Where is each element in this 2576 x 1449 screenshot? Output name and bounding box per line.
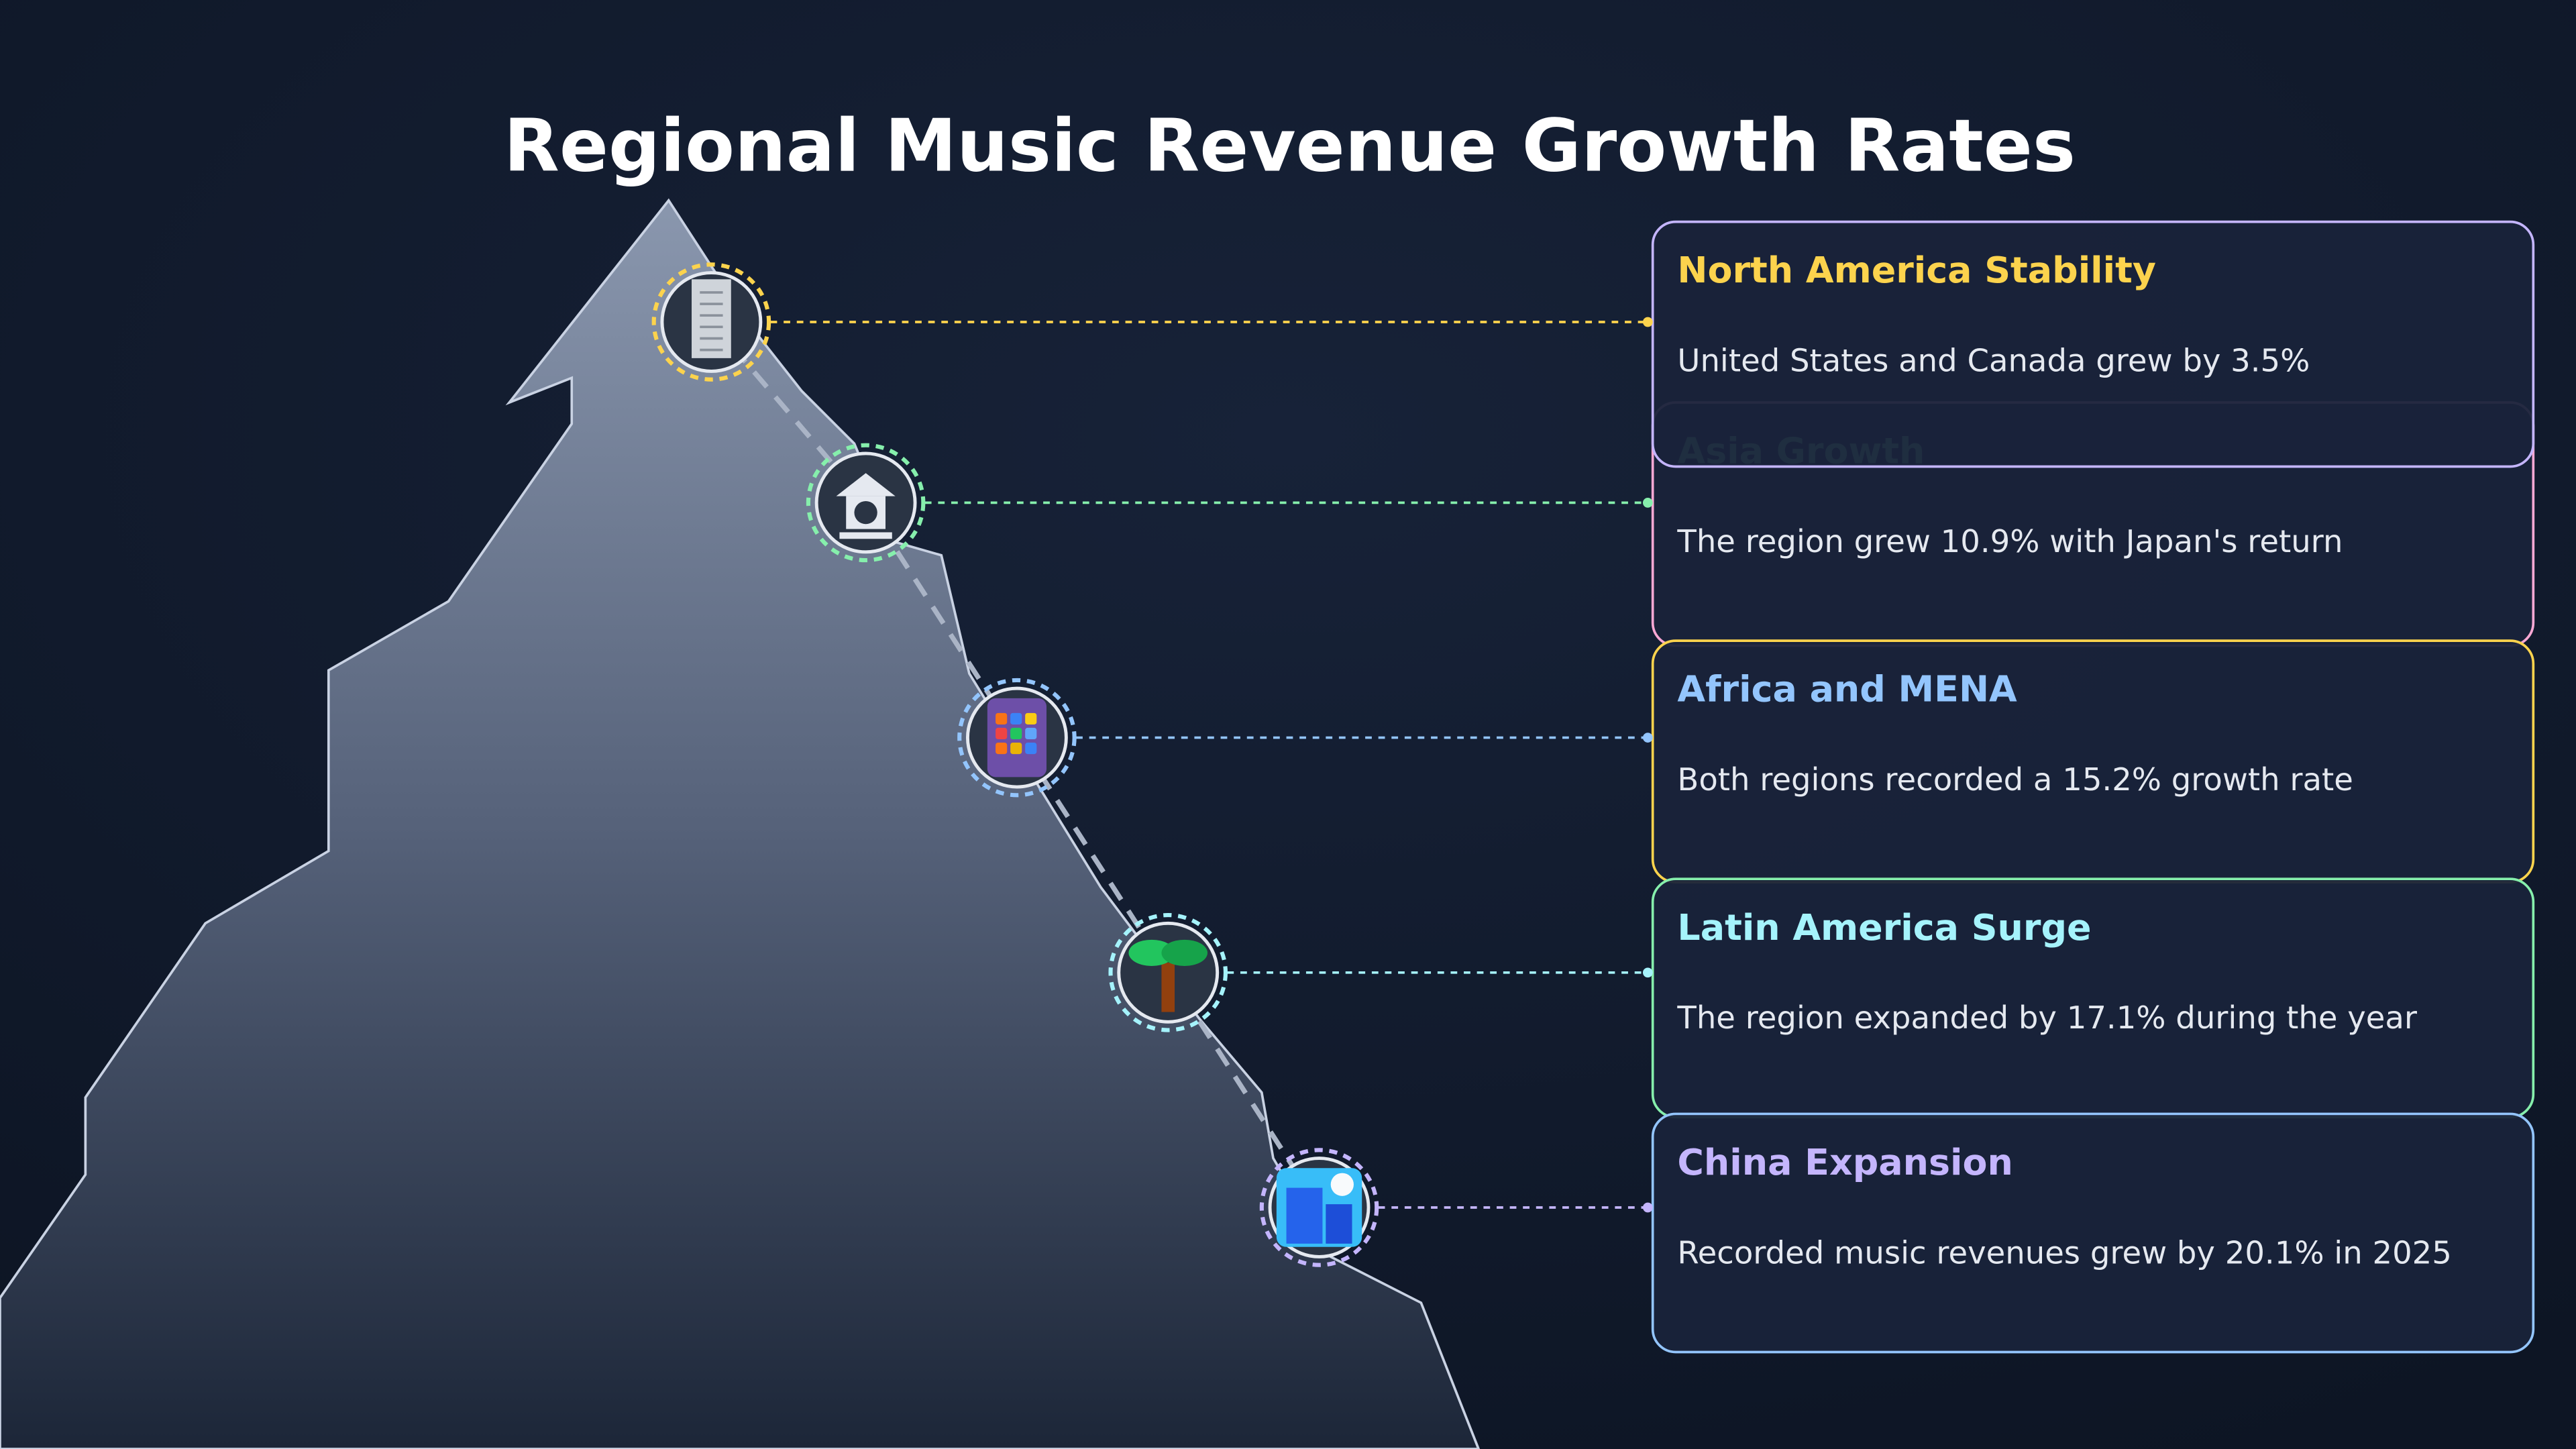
icon-app bbox=[996, 727, 1008, 740]
card-description: The region expanded by 17.1% during the … bbox=[1676, 1000, 2418, 1036]
card-title: North America Stability bbox=[1677, 249, 2156, 291]
icon-ring bbox=[957, 678, 1077, 798]
icon-app bbox=[1025, 712, 1037, 724]
icon-ring bbox=[1108, 913, 1228, 1032]
card-title: Africa and MENA bbox=[1677, 668, 2017, 710]
connector-dot bbox=[1642, 1202, 1653, 1213]
icon-app bbox=[1025, 742, 1037, 755]
connector-dot bbox=[1642, 317, 1653, 327]
main-title: Regional Music Revenue Growth Rates bbox=[504, 105, 2076, 189]
icon-ring bbox=[806, 443, 926, 563]
icon-lantern-base bbox=[839, 532, 892, 539]
icon-app bbox=[996, 712, 1008, 724]
card-description: Recorded music revenues grew by 20.1% in… bbox=[1677, 1234, 2451, 1271]
milestone bbox=[957, 678, 1653, 798]
icon-app bbox=[1025, 727, 1037, 740]
icon-leaves bbox=[1128, 939, 1175, 966]
icon-lantern-roof bbox=[836, 473, 896, 496]
card-description: Both regions recorded a 15.2% growth rat… bbox=[1677, 761, 2353, 798]
milestone bbox=[1259, 1148, 1653, 1267]
icon-lantern-window bbox=[854, 500, 877, 525]
card-box bbox=[1651, 1112, 2535, 1354]
card-description: United States and Canada grew by 3.5% bbox=[1677, 342, 2310, 378]
connector-dot bbox=[1642, 733, 1653, 743]
icon-doc bbox=[692, 279, 731, 358]
card-title: Latin America Surge bbox=[1677, 906, 2091, 949]
icon-building bbox=[1286, 1187, 1323, 1244]
card: China Expansion Recorded music revenues g… bbox=[1651, 1112, 2535, 1354]
icon-cloud bbox=[1330, 1173, 1354, 1196]
route-line bbox=[709, 320, 1322, 1209]
card-title: China Expansion bbox=[1677, 1141, 2012, 1183]
icon-app bbox=[1010, 712, 1022, 724]
card-description: The region grew 10.9% with Japan's retur… bbox=[1676, 523, 2343, 559]
milestone bbox=[806, 443, 1653, 563]
milestone bbox=[651, 262, 1653, 382]
icon-app bbox=[1010, 742, 1022, 755]
card: Latin America Surge The region expanded b… bbox=[1651, 877, 2535, 1119]
icon-leaves bbox=[1161, 939, 1208, 966]
card-box bbox=[1651, 220, 2535, 468]
icon-ring bbox=[1259, 1148, 1379, 1267]
connector-dot bbox=[1642, 498, 1653, 508]
icon-app bbox=[1010, 727, 1022, 740]
card: North America Stability United States and… bbox=[1651, 220, 2535, 468]
icon-trunk bbox=[1161, 963, 1175, 1012]
card: Africa and MENA Both regions recorded a 1… bbox=[1651, 639, 2535, 883]
icon-building bbox=[1326, 1204, 1352, 1244]
icon-ring bbox=[651, 262, 771, 382]
icon-app bbox=[996, 742, 1008, 755]
milestone bbox=[1108, 913, 1653, 1032]
connector-dot bbox=[1642, 967, 1653, 978]
